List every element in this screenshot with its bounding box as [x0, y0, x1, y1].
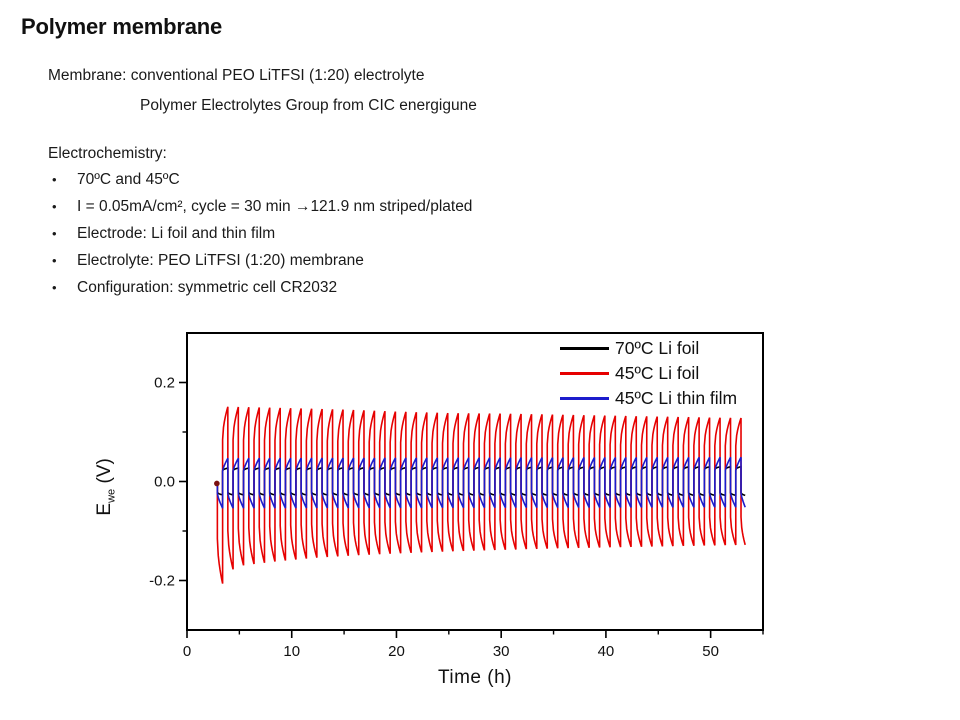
bullet-item-current: • I = 0.05mA/cm², cycle = 30 min →121.9 …: [52, 193, 472, 220]
bullet-item-temperatures: • 70ºC and 45ºC: [52, 166, 472, 193]
bullet-item-electrolyte: • Electrolyte: PEO LiTFSI (1:20) membran…: [52, 247, 472, 274]
slide-title: Polymer membrane: [21, 14, 222, 39]
chart-legend: 70ºC Li foil 45ºC Li foil 45ºC Li thin f…: [560, 336, 737, 411]
series-45-c-li-thin-film: [216, 456, 746, 509]
legend-line-icon: [560, 397, 609, 400]
x-tick-label: 50: [702, 643, 719, 660]
y-axis-label-wrap: Ewe (V): [74, 420, 138, 554]
bullet-text: I = 0.05mA/cm², cycle = 30 min →121.9 nm…: [77, 198, 473, 215]
bullet-text: 70ºC and 45ºC: [77, 171, 180, 188]
y-axis-label-sub: we: [105, 488, 118, 503]
membrane-line-2: Polymer Electrolytes Group from CIC ener…: [140, 97, 477, 114]
bullet-icon: •: [52, 253, 57, 268]
bullet-icon: •: [52, 226, 57, 241]
membrane-paragraph: Membrane: conventional PEO LiTFSI (1:20)…: [48, 61, 477, 121]
series-start-marker: [214, 480, 220, 487]
y-tick-label: 0.2: [154, 375, 175, 392]
bullet-icon: •: [52, 199, 57, 214]
y-tick-label: -0.2: [149, 573, 175, 590]
membrane-line-1: Membrane: conventional PEO LiTFSI (1:20)…: [48, 67, 425, 84]
x-tick-label: 40: [598, 643, 615, 660]
bullet-icon: •: [52, 172, 57, 187]
y-axis-label-unit: (V): [94, 458, 116, 489]
electrochemistry-heading: Electrochemistry:: [48, 145, 167, 162]
x-tick-label: 0: [183, 643, 191, 660]
bullet-text: Configuration: symmetric cell CR2032: [77, 279, 338, 296]
legend-row-45c-li-thin-film: 45ºC Li thin film: [560, 386, 737, 411]
legend-row-70c-li-foil: 70ºC Li foil: [560, 336, 737, 361]
x-tick-label: 20: [388, 643, 405, 660]
bullet-text: Electrode: Li foil and thin film: [77, 225, 276, 242]
y-axis-label: Ewe (V): [94, 458, 118, 515]
series-45-c-li-foil: [216, 406, 746, 584]
y-axis-label-main: E: [94, 502, 116, 516]
x-axis-label: Time (h): [437, 667, 513, 688]
bullet-text: Electrolyte: PEO LiTFSI (1:20) membrane: [77, 252, 364, 269]
legend-label: 70ºC Li foil: [615, 338, 700, 358]
legend-label: 45ºC Li foil: [615, 363, 700, 383]
legend-label: 45ºC Li thin film: [615, 388, 738, 408]
x-tick-label: 30: [493, 643, 510, 660]
bullet-item-electrode: • Electrode: Li foil and thin film: [52, 220, 472, 247]
electrochemistry-bullet-list: • 70ºC and 45ºC • I = 0.05mA/cm², cycle …: [52, 166, 472, 301]
legend-row-45c-li-foil: 45ºC Li foil: [560, 361, 737, 386]
plot-frame: [186, 332, 764, 631]
legend-line-icon: [560, 372, 609, 375]
y-tick-label: 0.0: [154, 474, 175, 491]
bullet-icon: •: [52, 280, 57, 295]
bullet-item-configuration: • Configuration: symmetric cell CR2032: [52, 274, 472, 301]
legend-line-icon: [560, 347, 609, 350]
x-tick-label: 10: [283, 643, 300, 660]
